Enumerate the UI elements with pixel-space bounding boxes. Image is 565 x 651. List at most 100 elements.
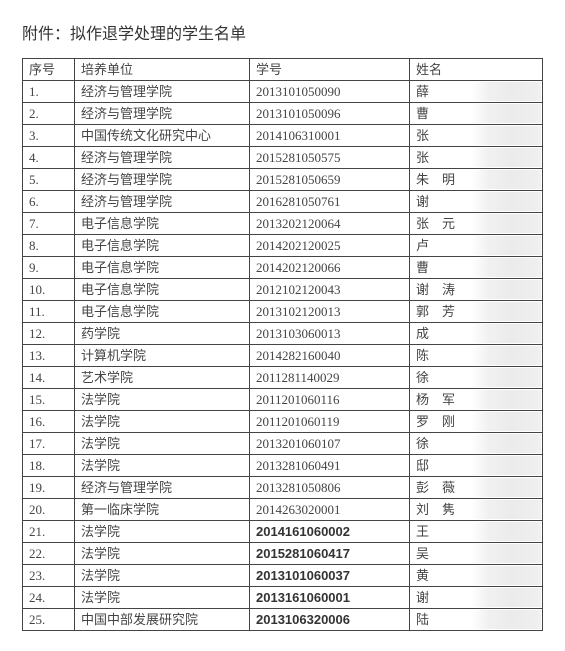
cell-name: 谢 xyxy=(410,191,543,213)
cell-sid: 2012102120043 xyxy=(250,279,410,301)
cell-seq: 23. xyxy=(23,565,75,587)
cell-unit: 法学院 xyxy=(75,565,250,587)
cell-seq: 25. xyxy=(23,609,75,631)
cell-unit: 电子信息学院 xyxy=(75,279,250,301)
cell-unit: 法学院 xyxy=(75,389,250,411)
redaction-overlay xyxy=(471,478,541,497)
name-text: 谢 涛 xyxy=(416,282,455,297)
table-header-row: 序号 培养单位 学号 姓名 xyxy=(23,59,543,81)
cell-name: 刘 隽 xyxy=(410,499,543,521)
cell-unit: 经济与管理学院 xyxy=(75,103,250,125)
cell-sid: 2013101060037 xyxy=(250,565,410,587)
redaction-overlay xyxy=(471,368,541,387)
table-row: 10.电子信息学院2012102120043 谢 涛 xyxy=(23,279,543,301)
cell-unit: 电子信息学院 xyxy=(75,257,250,279)
cell-seq: 6. xyxy=(23,191,75,213)
cell-sid: 2014161060002 xyxy=(250,521,410,543)
redaction-overlay xyxy=(471,280,541,299)
cell-seq: 20. xyxy=(23,499,75,521)
cell-sid: 2014202120066 xyxy=(250,257,410,279)
name-text: 张 xyxy=(416,128,429,143)
redaction-overlay xyxy=(471,456,541,475)
name-text: 邸 xyxy=(416,458,429,473)
table-row: 6.经济与管理学院2016281050761谢 xyxy=(23,191,543,213)
cell-unit: 中国传统文化研究中心 xyxy=(75,125,250,147)
cell-seq: 19. xyxy=(23,477,75,499)
redaction-overlay xyxy=(471,544,541,563)
cell-unit: 法学院 xyxy=(75,543,250,565)
cell-unit: 电子信息学院 xyxy=(75,301,250,323)
table-row: 21.法学院2014161060002王 xyxy=(23,521,543,543)
cell-unit: 法学院 xyxy=(75,411,250,433)
cell-sid: 2013101050096 xyxy=(250,103,410,125)
name-text: 卢 xyxy=(416,238,429,253)
table-row: 19.经济与管理学院2013281050806彭 薇 xyxy=(23,477,543,499)
redaction-overlay xyxy=(471,148,541,167)
student-table: 序号 培养单位 学号 姓名 1.经济与管理学院2013101050090薛2.经… xyxy=(22,58,543,631)
name-text: 徐 xyxy=(416,436,429,451)
cell-unit: 第一临床学院 xyxy=(75,499,250,521)
table-row: 7.电子信息学院2013202120064张 元 xyxy=(23,213,543,235)
cell-name: 曹 xyxy=(410,257,543,279)
cell-unit: 法学院 xyxy=(75,587,250,609)
table-row: 1.经济与管理学院2013101050090薛 xyxy=(23,81,543,103)
cell-sid: 2015281050659 xyxy=(250,169,410,191)
cell-sid: 2013102120013 xyxy=(250,301,410,323)
cell-unit: 经济与管理学院 xyxy=(75,191,250,213)
table-row: 5.经济与管理学院2015281050659朱 明 xyxy=(23,169,543,191)
name-text: 薛 xyxy=(416,84,429,99)
cell-seq: 24. xyxy=(23,587,75,609)
cell-sid: 2013103060013 xyxy=(250,323,410,345)
table-row: 25.中国中部发展研究院2013106320006陆 xyxy=(23,609,543,631)
cell-name: 陈 xyxy=(410,345,543,367)
name-text: 陈 xyxy=(416,348,429,363)
redaction-overlay xyxy=(471,500,541,519)
redaction-overlay xyxy=(471,236,541,255)
table-row: 9.电子信息学院2014202120066 曹 xyxy=(23,257,543,279)
cell-name: 薛 xyxy=(410,81,543,103)
col-unit: 培养单位 xyxy=(75,59,250,81)
cell-seq: 10. xyxy=(23,279,75,301)
redaction-overlay xyxy=(471,346,541,365)
cell-name: 邸 xyxy=(410,455,543,477)
cell-seq: 9. xyxy=(23,257,75,279)
redaction-overlay xyxy=(471,610,541,629)
redaction-overlay xyxy=(471,258,541,277)
name-text: 张 xyxy=(416,150,429,165)
name-text: 彭 薇 xyxy=(416,480,455,495)
col-sid: 学号 xyxy=(250,59,410,81)
redaction-overlay xyxy=(471,588,541,607)
cell-unit: 药学院 xyxy=(75,323,250,345)
cell-name: 张 元 xyxy=(410,213,543,235)
redaction-overlay xyxy=(471,566,541,585)
name-text: 刘 隽 xyxy=(416,502,455,517)
cell-unit: 法学院 xyxy=(75,433,250,455)
table-row: 15.法学院2011201060116杨 军 xyxy=(23,389,543,411)
name-text: 黄 xyxy=(416,568,429,583)
name-text: 徐 xyxy=(416,370,429,385)
cell-sid: 2011201060116 xyxy=(250,389,410,411)
redaction-overlay xyxy=(471,192,541,211)
redaction-overlay xyxy=(471,82,541,101)
cell-unit: 计算机学院 xyxy=(75,345,250,367)
cell-name: 吴 xyxy=(410,543,543,565)
cell-name: 卢 xyxy=(410,235,543,257)
name-text: 曹 xyxy=(416,260,429,275)
cell-sid: 2015281050575 xyxy=(250,147,410,169)
cell-sid: 2013281060491 xyxy=(250,455,410,477)
redaction-overlay xyxy=(471,126,541,145)
cell-seq: 11. xyxy=(23,301,75,323)
cell-seq: 8. xyxy=(23,235,75,257)
redaction-overlay xyxy=(471,302,541,321)
cell-sid: 2011201060119 xyxy=(250,411,410,433)
cell-name: 王 xyxy=(410,521,543,543)
cell-name: 谢 xyxy=(410,587,543,609)
table-row: 8.电子信息学院2014202120025卢 xyxy=(23,235,543,257)
col-seq: 序号 xyxy=(23,59,75,81)
cell-seq: 13. xyxy=(23,345,75,367)
cell-sid: 2014202120025 xyxy=(250,235,410,257)
name-text: 谢 xyxy=(416,590,429,605)
table-row: 24.法学院2013161060001谢 xyxy=(23,587,543,609)
cell-name: 张 xyxy=(410,147,543,169)
redaction-overlay xyxy=(471,104,541,123)
